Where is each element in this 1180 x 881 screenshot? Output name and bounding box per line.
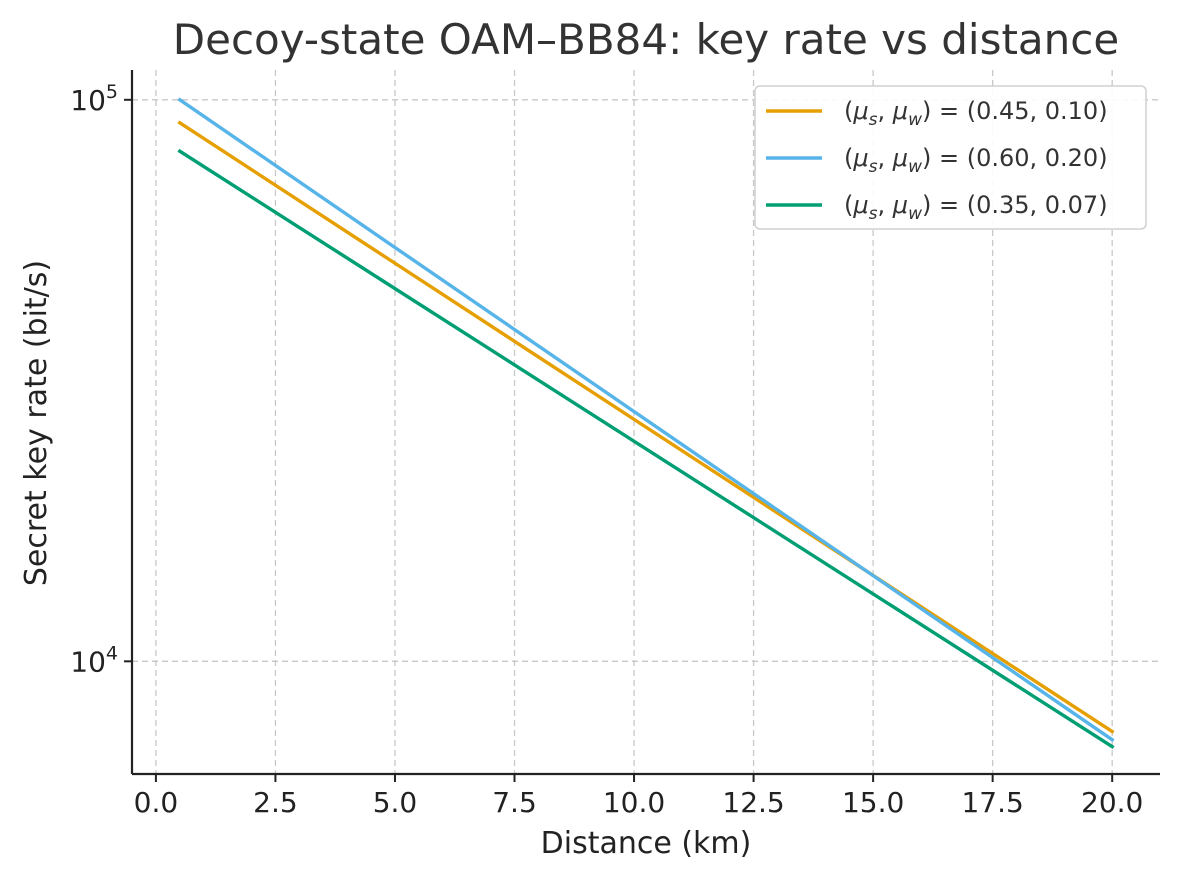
x-tick-label: 17.5 (961, 786, 1023, 819)
series-line-2 (177, 97, 1115, 743)
y-tick-label: 104 (70, 642, 118, 678)
x-tick-label: 0.0 (134, 786, 179, 819)
x-axis-label: Distance (km) (541, 826, 752, 861)
x-tick-label: 12.5 (722, 786, 784, 819)
y-axis-label: Secret key rate (bit/s) (19, 260, 54, 586)
axes: 0.0 2.5 5.0 7.5 10.0 12.5 15.0 17.5 20.0 105 104 (70, 70, 1160, 819)
grid (132, 70, 1160, 774)
legend-label-3: (μs, μw) = (0.35, 0.07) (844, 191, 1108, 224)
x-tick-label: 7.5 (492, 786, 537, 819)
x-tick-label: 2.5 (253, 786, 298, 819)
chart-title: Decoy-state OAM–BB84: key rate vs distan… (173, 15, 1119, 64)
x-tick-label: 10.0 (603, 786, 665, 819)
series-line-1 (177, 120, 1115, 734)
y-tick-label: 105 (70, 81, 118, 117)
legend-label-2: (μs, μw) = (0.60, 0.20) (844, 144, 1108, 177)
series-line-3 (177, 148, 1115, 749)
legend-box (754, 85, 1147, 230)
series-lines (177, 97, 1115, 749)
legend: (μs, μw) = (0.45, 0.10) (μs, μw) = (0.60,… (754, 85, 1147, 230)
legend-label-1: (μs, μw) = (0.45, 0.10) (844, 97, 1108, 130)
x-tick-label: 5.0 (373, 786, 418, 819)
x-tick-label: 20.0 (1081, 786, 1143, 819)
x-tick-label: 15.0 (842, 786, 904, 819)
